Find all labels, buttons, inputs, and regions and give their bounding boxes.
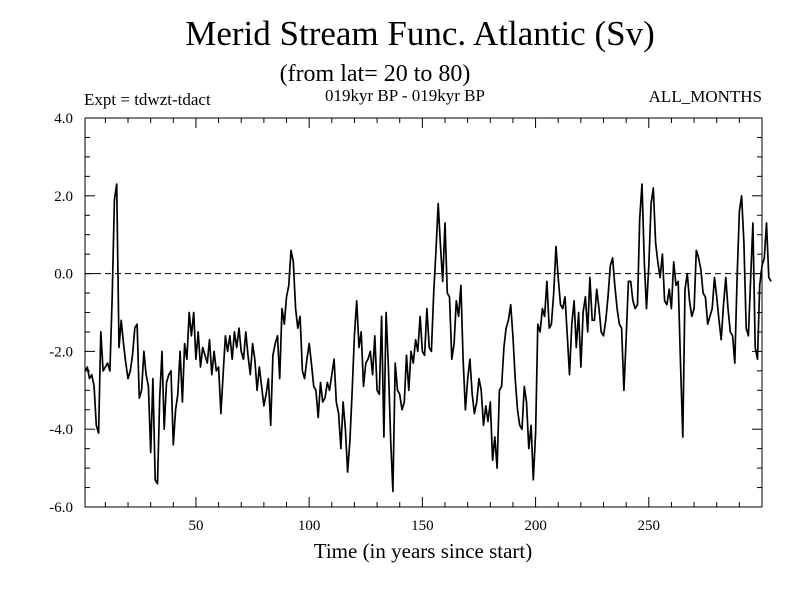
axis-ticks bbox=[85, 117, 762, 508]
chart-subtitle: (from lat= 20 to 80) bbox=[279, 61, 471, 87]
experiment-label: Expt = tdwzt-tdact bbox=[84, 90, 211, 109]
x-tick-label: 100 bbox=[298, 518, 321, 534]
y-tick-label: 2.0 bbox=[54, 189, 73, 205]
x-tick-label: 200 bbox=[524, 518, 547, 534]
series-line bbox=[84, 183, 772, 493]
y-tick-label: -2.0 bbox=[49, 344, 73, 360]
plot-frame bbox=[84, 117, 763, 508]
x-tick-label: 150 bbox=[411, 518, 434, 534]
y-tick-label: -6.0 bbox=[49, 500, 73, 516]
months-label: ALL_MONTHS bbox=[648, 87, 762, 106]
chart-title: Merid Stream Func. Atlantic (Sv) bbox=[185, 14, 655, 53]
y-axis-tick-labels: -6.0 -4.0 -2.0 0.0 2.0 4.0 bbox=[49, 111, 73, 516]
y-tick-label: 4.0 bbox=[54, 111, 73, 127]
x-tick-label: 250 bbox=[638, 518, 661, 534]
y-tick-label: 0.0 bbox=[54, 267, 73, 283]
y-tick-label: -4.0 bbox=[49, 422, 73, 438]
x-axis-label: Time (in years since start) bbox=[314, 539, 533, 563]
period-label: 019kyr BP - 019kyr BP bbox=[325, 86, 485, 105]
x-axis-tick-labels: 50 100 150 200 250 bbox=[188, 518, 660, 534]
x-tick-label: 50 bbox=[188, 518, 203, 534]
